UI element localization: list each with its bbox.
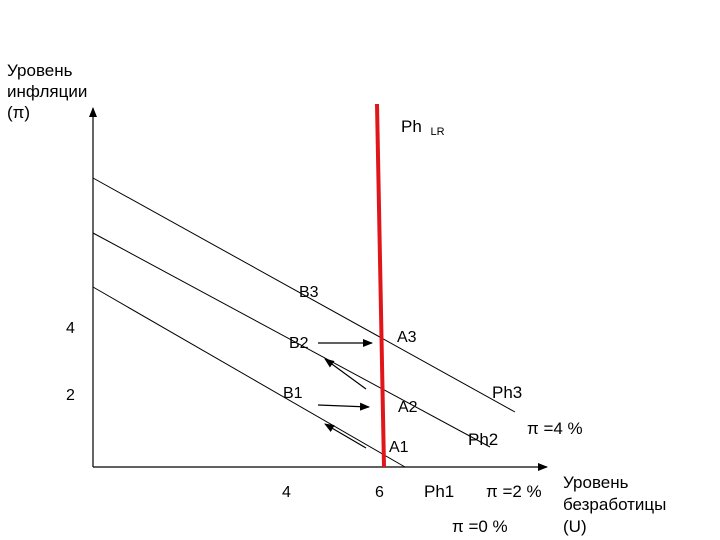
long-run-curve-label: Ph LR [401,117,445,138]
arrow-a1-to-b1 [324,423,367,449]
expectation-4-percent: π =4 % [527,419,583,438]
ph3-label: Ph3 [492,383,522,402]
arrow-b1-to-a2 [317,402,370,411]
y-tick-4: 4 [66,320,75,337]
point-b2: B2 [289,335,309,352]
point-a2: A2 [398,399,418,416]
long-run-curve [375,103,386,468]
x-axis-title-line-3: (U) [563,517,587,536]
ph1-label: Ph1 [424,482,454,501]
x-axis-title-line-2: безработицы [563,495,666,514]
short-run-curve-ph2 [92,232,491,448]
x-axis-title-line-1: Уровень [563,473,629,492]
point-b1: B1 [283,385,303,402]
short-run-curve-ph1 [92,286,406,468]
ph2-label: Ph2 [468,430,498,449]
x-tick-4: 4 [282,484,291,501]
point-a1: A1 [389,439,409,456]
point-b3: B3 [299,284,319,301]
point-a3: A3 [397,329,417,346]
x-tick-6: 6 [375,484,384,501]
y-axis-title-line-2: инфляции [7,82,87,101]
expectation-2-percent: π =2 % [486,482,542,501]
arrow-a2-to-b2 [324,358,367,390]
expectation-0-percent: π =0 % [452,517,508,536]
y-axis-title-line-1: Уровень [7,61,73,80]
y-tick-2: 2 [66,387,75,404]
short-run-curve-ph3 [92,177,516,413]
y-axis-title-line-3: (π) [7,103,30,122]
